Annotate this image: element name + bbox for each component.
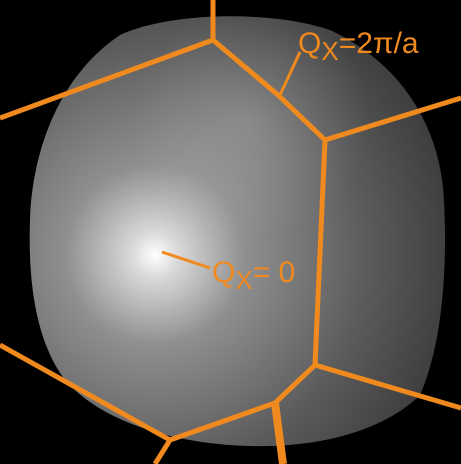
annotation-symbol: Q — [298, 27, 321, 60]
annotation-subscript: X — [235, 265, 252, 295]
annotation-subscript: X — [321, 36, 338, 66]
pattern-highlight — [30, 16, 445, 446]
annotation-value: =2π/a — [339, 27, 419, 60]
figure: QX=2π/a QX= 0 — [0, 0, 461, 464]
annotation-symbol: Q — [212, 256, 235, 289]
page: QX=2π/a QX= 0 (() => { const data = JSON… — [0, 0, 461, 464]
annotation-value: = 0 — [253, 256, 296, 289]
